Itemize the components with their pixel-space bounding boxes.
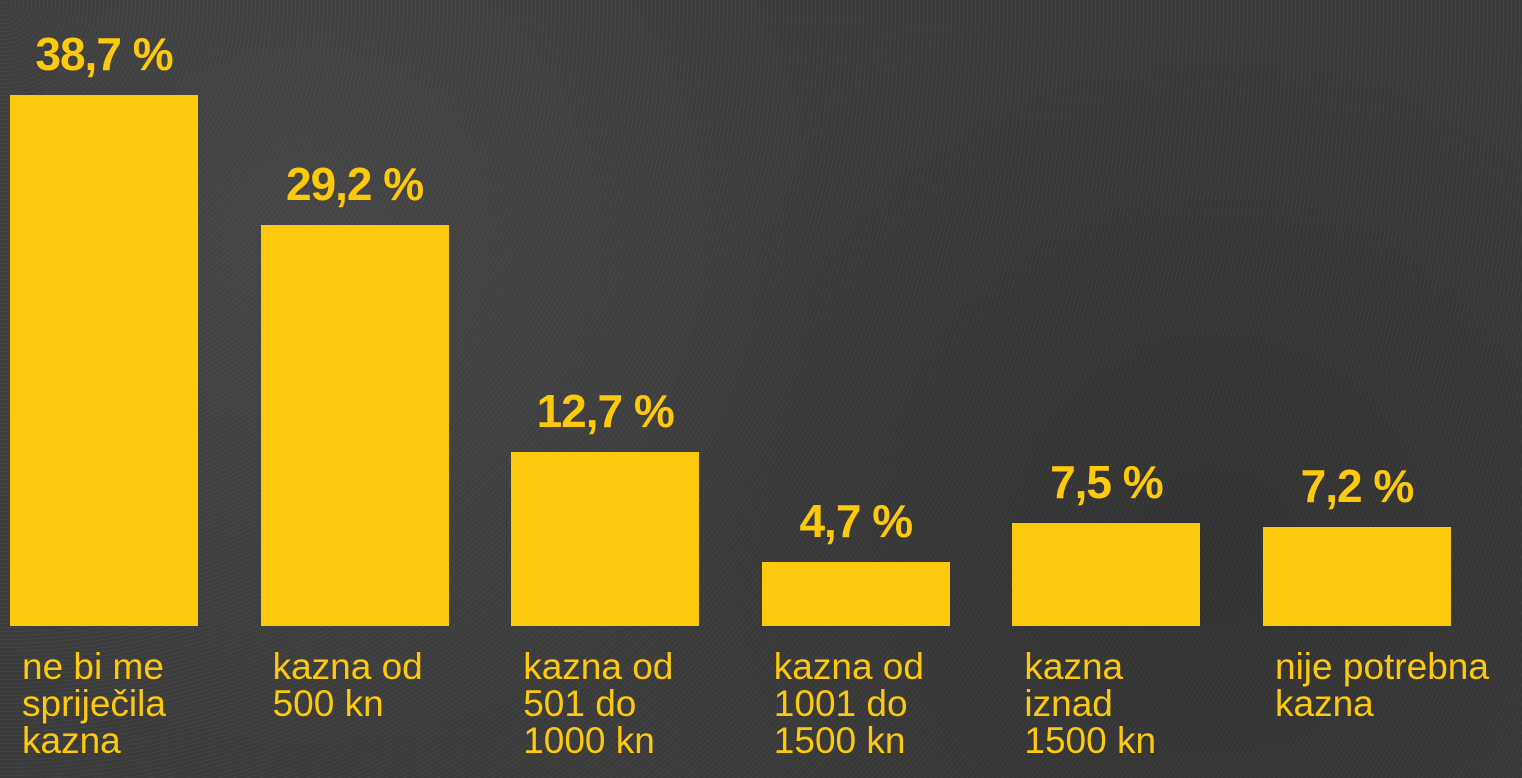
value-label: 12,7 % [536,384,675,437]
value-label: 29,2 % [285,158,424,211]
bar [761,561,950,626]
category-label: nije potrebna kazna [1275,646,1489,724]
category-label: kazna od 1001 do 1500 kn [773,646,924,761]
bar [1263,527,1451,626]
bar [10,95,198,626]
bar [1012,523,1201,626]
value-label: 7,2 % [1300,460,1415,513]
value-label: 7,5 % [1050,456,1164,509]
category-label: kazna od 501 do 1000 kn [523,646,674,761]
category-label: ne bi me spriječila kazna [22,646,166,761]
bar [260,225,449,626]
category-label: kazna iznad 1500 kn [1024,646,1157,761]
category-label: kazna od 500 kn [272,646,423,724]
bar [511,451,700,626]
value-label: 38,7 % [35,28,173,81]
value-label: 4,7 % [799,494,913,547]
